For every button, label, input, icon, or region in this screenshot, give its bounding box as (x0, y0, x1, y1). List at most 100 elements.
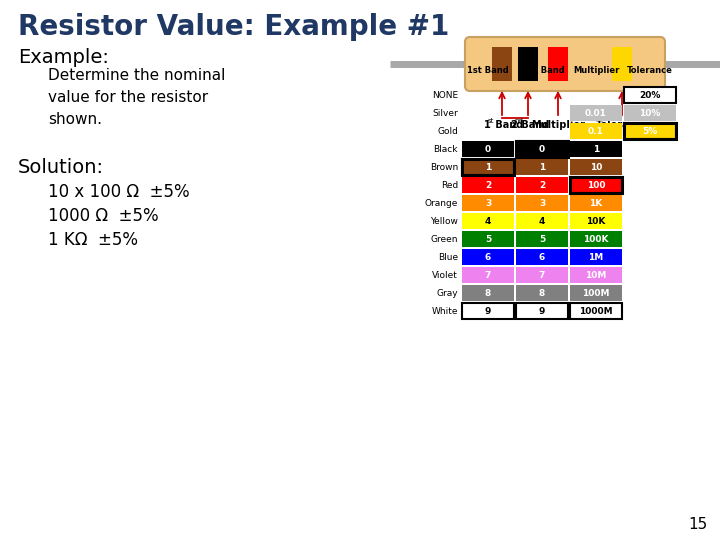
Text: 8: 8 (539, 288, 545, 298)
Bar (462, 177, 514, 193)
Bar (624, 105, 676, 121)
Text: Orange: Orange (425, 199, 458, 207)
Text: 10K: 10K (586, 217, 606, 226)
Text: Determine the nominal
value for the resistor
shown.: Determine the nominal value for the resi… (48, 68, 225, 127)
Text: 10: 10 (590, 163, 602, 172)
Text: 1: 1 (539, 163, 545, 172)
Bar (570, 123, 622, 139)
Bar (492, 47, 512, 81)
Text: 2: 2 (485, 180, 491, 190)
Text: Band: Band (492, 120, 523, 130)
FancyBboxPatch shape (465, 37, 665, 91)
Text: Solution:: Solution: (18, 158, 104, 177)
Text: 5: 5 (485, 234, 491, 244)
Bar (516, 177, 568, 193)
Bar (570, 267, 622, 283)
Text: Gray: Gray (436, 288, 458, 298)
Text: Yellow: Yellow (430, 217, 458, 226)
Bar (570, 105, 622, 121)
Text: Resistor Value: Example #1: Resistor Value: Example #1 (18, 13, 449, 41)
Bar (462, 159, 514, 175)
Bar (570, 159, 622, 175)
Text: White: White (431, 307, 458, 315)
Bar (462, 141, 514, 157)
Text: 9: 9 (539, 307, 545, 315)
Bar (516, 285, 568, 301)
Bar (516, 267, 568, 283)
Text: 2nd Band: 2nd Band (520, 66, 564, 75)
Bar (516, 141, 568, 157)
Text: 0: 0 (539, 145, 545, 153)
Text: Multiplier: Multiplier (531, 120, 585, 130)
Text: 100: 100 (587, 180, 606, 190)
Bar (570, 177, 622, 193)
Text: 1K: 1K (590, 199, 603, 207)
Text: Band: Band (518, 120, 549, 130)
Bar (570, 177, 622, 193)
Bar (462, 303, 514, 319)
Bar (612, 47, 632, 81)
Text: Brown: Brown (430, 163, 458, 172)
Text: 1: 1 (593, 145, 599, 153)
Text: 10 x 100 Ω  ±5%: 10 x 100 Ω ±5% (48, 183, 189, 201)
Text: Black: Black (433, 145, 458, 153)
Text: 15: 15 (689, 517, 708, 532)
Text: 10M: 10M (585, 271, 607, 280)
Bar (548, 47, 568, 81)
Bar (570, 213, 622, 229)
Text: 5%: 5% (642, 126, 657, 136)
Text: 3: 3 (485, 199, 491, 207)
Bar (624, 123, 676, 139)
Text: Violet: Violet (432, 271, 458, 280)
Text: 6: 6 (539, 253, 545, 261)
Bar (462, 159, 514, 175)
Text: Red: Red (441, 180, 458, 190)
Bar (516, 141, 568, 157)
Bar (516, 231, 568, 247)
Bar (624, 123, 676, 139)
Bar (516, 213, 568, 229)
Text: 0.1: 0.1 (588, 126, 604, 136)
Bar (516, 303, 568, 319)
Text: Blue: Blue (438, 253, 458, 261)
Text: 0: 0 (485, 145, 491, 153)
Bar (462, 231, 514, 247)
Text: 2: 2 (510, 120, 517, 130)
Text: 1000 Ω  ±5%: 1000 Ω ±5% (48, 207, 158, 225)
Text: 20%: 20% (639, 91, 661, 99)
Text: 100K: 100K (583, 234, 608, 244)
Text: Gold: Gold (437, 126, 458, 136)
Text: 100M: 100M (582, 288, 610, 298)
Text: 5: 5 (539, 234, 545, 244)
Text: 1 KΩ  ±5%: 1 KΩ ±5% (48, 231, 138, 249)
Text: 1: 1 (484, 120, 491, 130)
Bar (570, 141, 622, 157)
Bar (462, 213, 514, 229)
Text: Tolerance: Tolerance (627, 66, 673, 75)
Text: st: st (488, 118, 495, 124)
Text: 1st Band: 1st Band (467, 66, 509, 75)
Text: 1: 1 (485, 163, 491, 172)
Text: NONE: NONE (432, 91, 458, 99)
Bar (570, 249, 622, 265)
Bar (462, 267, 514, 283)
Text: Green: Green (431, 234, 458, 244)
Bar (518, 47, 538, 81)
Text: 7: 7 (539, 271, 545, 280)
Bar (462, 195, 514, 211)
Text: 8: 8 (485, 288, 491, 298)
Text: 7: 7 (485, 271, 491, 280)
Bar (516, 195, 568, 211)
Text: 9: 9 (485, 307, 491, 315)
Bar (570, 195, 622, 211)
Bar (462, 285, 514, 301)
Text: 4: 4 (485, 217, 491, 226)
Text: 10%: 10% (639, 109, 661, 118)
Text: nd: nd (514, 118, 523, 124)
Bar (570, 303, 622, 319)
Bar (462, 249, 514, 265)
Bar (570, 285, 622, 301)
Text: Tolerance: Tolerance (595, 120, 649, 130)
Bar (516, 249, 568, 265)
Bar (624, 87, 676, 103)
